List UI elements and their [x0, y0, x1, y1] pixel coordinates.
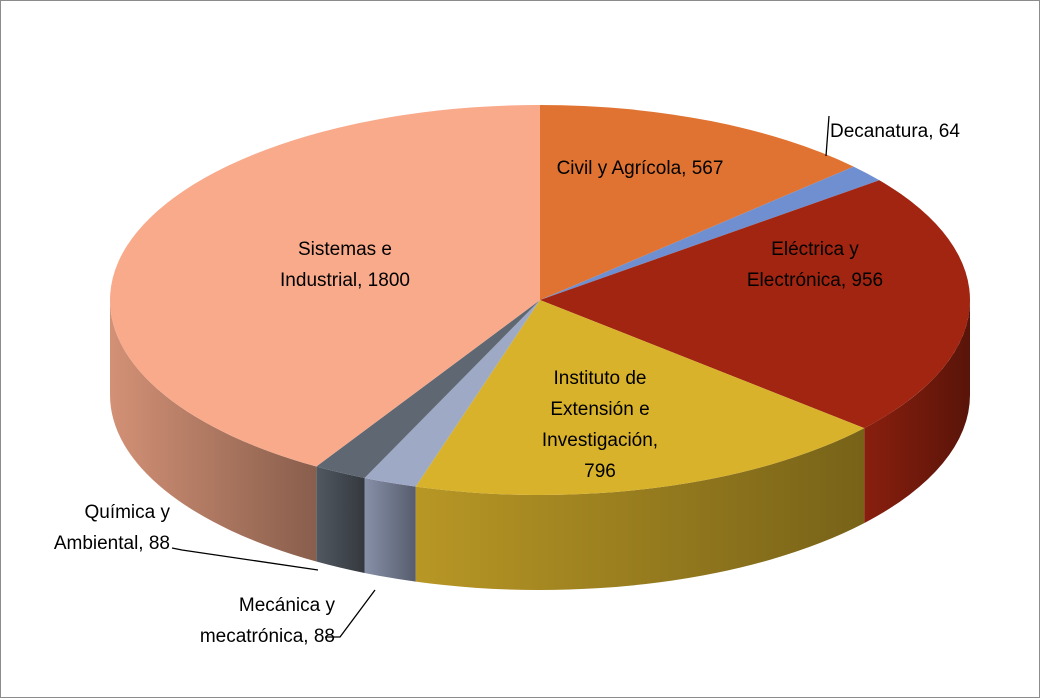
pie-slice: [540, 166, 880, 300]
pie-slice: [364, 300, 540, 487]
data-label-box: Civil y Agrícola, 567: [553, 98, 728, 238]
data-label: Civil y Agrícola, 567: [553, 98, 728, 238]
pie-side: [864, 300, 970, 524]
data-label-text: Eléctrica y Electrónica, 956: [746, 239, 884, 291]
data-label-text: Civil y Agrícola, 567: [556, 157, 724, 179]
leader-line: [825, 115, 830, 157]
pie-slice: [540, 180, 970, 429]
data-label-text: Mecánica y mecatrónica, 88: [199, 595, 335, 647]
pie-slice: [415, 300, 865, 495]
pie-side: [415, 428, 865, 590]
leader-lines: [171, 115, 830, 638]
pie-slice: [109, 105, 540, 467]
data-label: Eléctrica y Electrónica, 956: [730, 195, 900, 335]
data-label-box: Instituto de Extensión e Investigación, …: [525, 355, 675, 495]
data-label-text: Sistemas e Industrial, 1800: [280, 239, 410, 291]
pie-side: [110, 300, 317, 562]
data-label-box: Mecánica y mecatrónica, 88: [155, 551, 335, 691]
data-label: Instituto de Extensión e Investigación, …: [525, 355, 675, 495]
data-label-box: Eléctrica y Electrónica, 956: [730, 195, 900, 335]
data-label-box: Decanatura, 64: [830, 61, 1030, 201]
leader-line: [171, 547, 319, 571]
leader-line: [325, 589, 376, 638]
data-label: Sistemas e Industrial, 1800: [265, 195, 425, 335]
data-label-text: Instituto de Extensión e Investigación, …: [541, 368, 659, 482]
data-label: Decanatura, 64: [830, 61, 1030, 201]
data-labels: Civil y Agrícola, 567 Decanatura, 64 Eléct…: [20, 61, 1030, 691]
data-label: Química y Ambiental, 88: [20, 458, 170, 598]
pie-side: [364, 478, 416, 582]
pie-side: [316, 466, 365, 574]
pie-sides: [110, 300, 970, 590]
data-label-box: Química y Ambiental, 88: [20, 458, 170, 598]
data-label-text: Decanatura, 64: [830, 120, 960, 142]
data-label-text: Química y Ambiental, 88: [53, 502, 170, 554]
data-label: Mecánica y mecatrónica, 88: [155, 551, 335, 691]
data-label-box: Sistemas e Industrial, 1800: [265, 195, 425, 335]
pie-tops: [109, 105, 970, 495]
pie-slice: [316, 300, 540, 479]
pie-slice: [540, 105, 854, 300]
